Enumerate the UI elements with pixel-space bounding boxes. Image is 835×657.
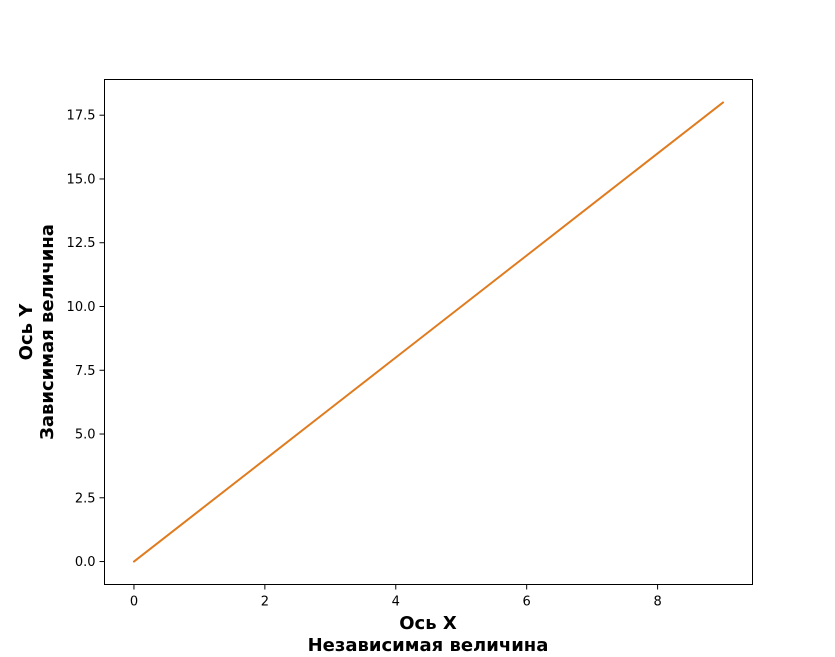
y-tick-label: 17.5 xyxy=(67,109,96,124)
y-axis-title-line1: Ось Y xyxy=(16,303,37,361)
x-tick-label: 2 xyxy=(261,595,269,610)
x-tick-label: 6 xyxy=(523,595,531,610)
x-axis-title-line2: Независимая величина xyxy=(308,635,549,656)
y-tick-label: 10.0 xyxy=(67,300,96,315)
y-axis-title-line2: Зависимая величина xyxy=(37,224,58,440)
plot-area-frame xyxy=(104,79,753,585)
y-axis-ticks: 0.0 2.5 5.0 7.5 10.0 12.5 15.0 17.5 xyxy=(67,109,105,570)
y-tick-label: 15.0 xyxy=(67,172,96,187)
x-tick-label: 8 xyxy=(653,595,661,610)
x-axis-ticks: 0 2 4 6 8 xyxy=(130,584,662,610)
series-layer xyxy=(132,101,725,563)
y-tick-label: 2.5 xyxy=(75,491,96,506)
y-tick-label: 12.5 xyxy=(67,236,96,251)
x-axis-title-line1: Ось X xyxy=(399,613,457,634)
x-tick-label: 0 xyxy=(130,595,138,610)
y-tick-label: 0.0 xyxy=(75,555,96,570)
x-tick-label: 4 xyxy=(392,595,400,610)
y-tick-label: 5.0 xyxy=(75,428,96,443)
series-line xyxy=(132,101,725,563)
y-tick-label: 7.5 xyxy=(75,364,96,379)
